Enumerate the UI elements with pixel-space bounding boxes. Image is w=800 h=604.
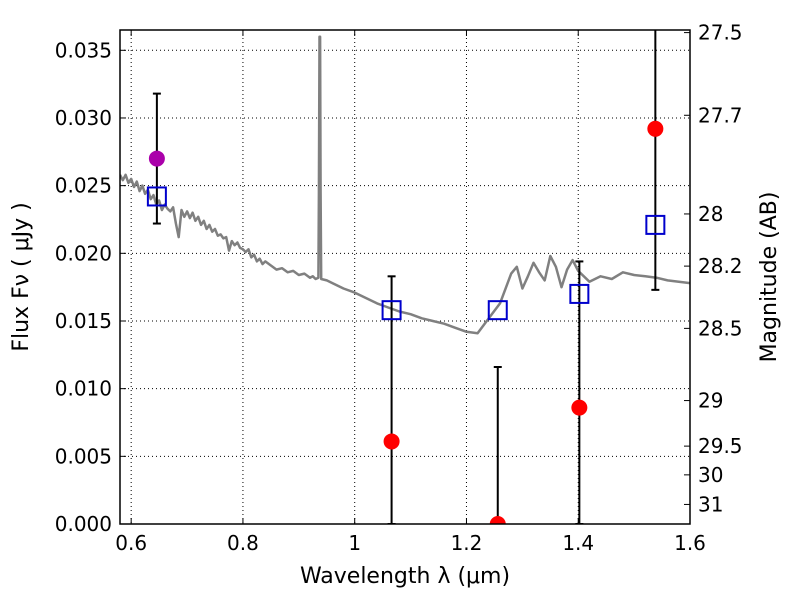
plot-area — [120, 30, 690, 524]
photometry-point — [148, 150, 165, 167]
model-point-square — [146, 186, 167, 207]
right-tick-label: 31 — [698, 492, 723, 516]
y-tick-label: 0.020 — [55, 241, 112, 265]
photometry-point — [383, 433, 400, 450]
photometry-point — [489, 516, 506, 524]
x-tick-label: 0.8 — [227, 531, 259, 555]
model-point-square — [381, 300, 402, 321]
right-tick-label: 27.5 — [698, 21, 743, 45]
model-point-square — [487, 300, 508, 321]
x-tick-label: 1.4 — [562, 531, 594, 555]
right-tick-label: 28.5 — [698, 316, 743, 340]
right-axis-label: Magnitude (AB) — [757, 192, 782, 363]
model-point-square — [569, 283, 590, 304]
template-spectrum-line — [120, 35, 690, 335]
model-point-square — [645, 214, 666, 235]
y-tick-label: 0.005 — [55, 444, 112, 468]
y-tick-label: 0.030 — [55, 106, 112, 130]
y-tick-label: 0.015 — [55, 309, 112, 333]
x-axis-label: Wavelength λ (μm) — [300, 564, 510, 589]
y-tick-label: 0.025 — [55, 174, 112, 198]
photometry-point — [571, 399, 588, 416]
y-axis-label: Flux Fν ( μJy ) — [9, 202, 34, 351]
right-tick-label: 29.5 — [698, 434, 743, 458]
right-tick-label: 28.2 — [698, 254, 743, 278]
right-tick-label: 29 — [698, 389, 723, 413]
x-tick-label: 0.6 — [115, 531, 147, 555]
y-tick-label: 0.010 — [55, 377, 112, 401]
photometry-point — [647, 120, 664, 137]
right-tick-label: 30 — [698, 463, 723, 487]
y-tick-label: 0.035 — [55, 38, 112, 62]
x-tick-label: 1 — [348, 531, 361, 555]
plot-frame — [119, 29, 691, 525]
x-tick-label: 1.6 — [674, 531, 706, 555]
right-tick-label: 28 — [698, 202, 723, 226]
ticks: 0.6 0.8 1 1.2 1.4 1.6 0.000 0.005 0.010 0.015 0.02… — [55, 21, 743, 555]
x-tick-label: 1.2 — [451, 531, 483, 555]
y-tick-label: 0.000 — [55, 512, 112, 536]
right-tick-label: 27.7 — [698, 103, 743, 127]
axes-frame — [119, 29, 691, 525]
